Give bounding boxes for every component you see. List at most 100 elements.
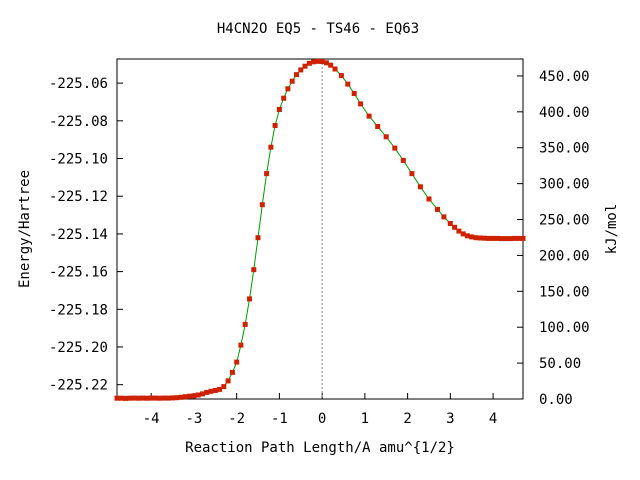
- data-point: [332, 66, 338, 72]
- left-y-axis-ticks: -225.06 -225.08 -225.10 -225.12 -225.14 -225.…: [49, 76, 123, 394]
- data-point: [268, 144, 274, 150]
- data-point: [281, 95, 287, 101]
- data-point: [212, 388, 218, 393]
- data-point: [195, 392, 201, 398]
- data-point: [392, 145, 398, 151]
- data-point: [144, 395, 150, 401]
- data-point: [499, 236, 505, 242]
- right-y-tick-label: 250.00: [539, 213, 590, 229]
- data-point: [229, 369, 235, 375]
- data-point: [276, 107, 282, 112]
- left-y-tick-label: -225.18: [49, 302, 108, 318]
- data-point: [512, 235, 517, 241]
- x-tick-label: -3: [185, 411, 202, 427]
- data-point: [161, 395, 167, 401]
- right-y-tick-label: 50.00: [539, 356, 581, 372]
- data-point: [187, 393, 193, 399]
- data-point: [182, 394, 188, 400]
- left-y-tick-label: -225.12: [49, 189, 108, 205]
- chart-title: H4CN2O EQ5 - TS46 - EQ63: [217, 21, 419, 37]
- data-point: [255, 235, 261, 241]
- data-point: [208, 388, 214, 394]
- data-point: [494, 235, 500, 241]
- right-y-tick-label: 200.00: [539, 248, 590, 264]
- data-point: [251, 267, 257, 273]
- data-point: [490, 235, 496, 241]
- data-point: [447, 221, 453, 226]
- data-point: [157, 395, 163, 401]
- data-point: [435, 206, 440, 212]
- right-y-tick-label: 450.00: [539, 69, 590, 85]
- x-tick-label: 3: [446, 411, 454, 427]
- data-point: [123, 395, 128, 401]
- left-y-tick-label: -225.08: [49, 114, 108, 130]
- data-point: [174, 395, 180, 401]
- data-point: [315, 58, 321, 64]
- right-y-tick-label: 350.00: [539, 141, 590, 157]
- data-point: [516, 235, 522, 241]
- data-point: [328, 62, 334, 68]
- data-point: [289, 78, 295, 84]
- data-point: [452, 224, 458, 230]
- right-y-tick-label: 0.00: [539, 392, 573, 408]
- data-point: [242, 321, 248, 327]
- data-point: [351, 91, 357, 96]
- data-point: [178, 394, 184, 400]
- data-point: [503, 236, 509, 242]
- data-point: [259, 202, 265, 208]
- left-y-tick-label: -225.14: [49, 227, 108, 243]
- data-point: [426, 196, 432, 202]
- plot-frame: [116, 58, 524, 400]
- data-point: [298, 67, 304, 73]
- data-point: [345, 81, 351, 87]
- x-axis-title: Reaction Path Length/A amu^{1/2}: [185, 440, 455, 456]
- left-y-tick-label: -225.06: [49, 76, 108, 92]
- data-point: [191, 393, 197, 399]
- data-point: [486, 235, 492, 241]
- data-point: [285, 86, 291, 92]
- data-point: [217, 386, 223, 392]
- x-tick-label: 1: [361, 411, 369, 427]
- data-point: [400, 157, 406, 163]
- data-point: [477, 235, 483, 241]
- right-y-tick-label: 100.00: [539, 320, 590, 336]
- data-point: [306, 60, 312, 66]
- data-point: [131, 395, 137, 401]
- data-point: [366, 113, 372, 119]
- x-tick-label: -4: [143, 411, 160, 427]
- right-y-tick-label: 150.00: [539, 284, 590, 300]
- data-point: [165, 395, 171, 401]
- data-point: [338, 73, 344, 79]
- data-point: [358, 101, 364, 107]
- data-point: [272, 123, 278, 128]
- data-point: [520, 235, 526, 241]
- data-point: [221, 384, 227, 390]
- x-tick-label: -2: [228, 411, 245, 427]
- data-point: [234, 359, 240, 365]
- data-point: [456, 228, 462, 234]
- right-y-axis-title: kJ/mol: [604, 204, 620, 255]
- x-tick-label: 2: [403, 411, 411, 427]
- data-point: [507, 236, 513, 242]
- x-tick-label: 4: [489, 411, 497, 427]
- x-tick-label: 0: [318, 411, 326, 427]
- data-point: [469, 234, 475, 240]
- data-point: [238, 342, 244, 348]
- data-point: [460, 231, 466, 237]
- data-point: [302, 63, 308, 69]
- data-point: [225, 378, 231, 384]
- data-point: [409, 171, 415, 177]
- right-y-tick-label: 400.00: [539, 105, 590, 121]
- data-point: [127, 395, 133, 401]
- right-y-axis-ticks: 0.00 50.00 100.00 150.00 200.00 250.00 300.00 3…: [517, 69, 590, 408]
- data-point: [170, 395, 176, 401]
- data-point: [135, 395, 141, 401]
- x-tick-label: -1: [271, 411, 288, 427]
- data-point: [148, 395, 154, 401]
- data-point: [311, 59, 317, 65]
- data-point: [200, 391, 205, 397]
- data-point: [482, 235, 487, 241]
- left-y-tick-label: -225.22: [49, 378, 108, 394]
- data-point: [264, 171, 270, 177]
